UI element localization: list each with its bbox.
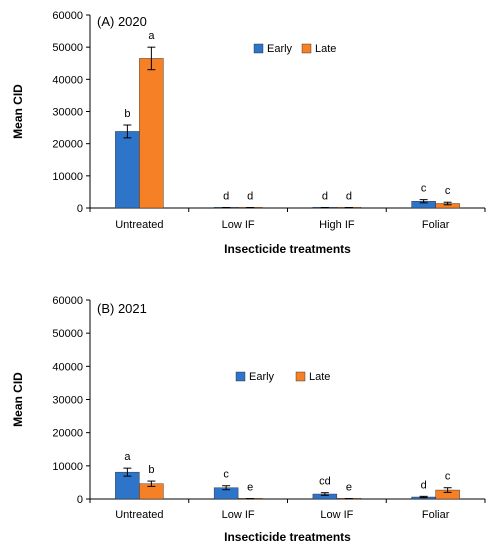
panel-b-y-tick-label: 50000 [52, 328, 83, 340]
panel-a-bar-late [139, 58, 164, 209]
panel-b-y-tick-label: 0 [77, 494, 83, 506]
panel-a-legend-swatch-late [301, 43, 312, 54]
panel-b-y-tick-label: 20000 [52, 428, 83, 440]
panel-b-category-label: Low IF [222, 509, 255, 521]
panel-a-category-label: High IF [319, 219, 355, 231]
panel-a-legend-label-early: Early [267, 43, 293, 55]
panel-b-legend-label-early: Early [249, 371, 275, 383]
panel-b-y-tick-label: 60000 [52, 295, 83, 307]
panel-b-legend-swatch-early [235, 371, 246, 382]
panel-b-significance-letter: a [124, 451, 131, 463]
panel-b-significance-letter: c [445, 471, 451, 483]
panel-b-category-label: Foliar [422, 509, 450, 521]
panel-a-significance-letter: a [148, 30, 155, 42]
panel-b-category-label: Low IF [320, 509, 353, 521]
panel-a-y-axis-title: Mean CID [11, 84, 25, 139]
panel-b-y-tick-label: 40000 [52, 361, 83, 373]
panel-b-significance-letter: e [247, 482, 253, 494]
panel-b-significance-letter: c [223, 469, 229, 481]
panel-a-significance-letter: d [247, 191, 253, 203]
panel-a-y-tick-label: 50000 [52, 42, 83, 54]
panel-a-legend-label-late: Late [315, 43, 336, 55]
panel-a-label: (A) 2020 [97, 14, 147, 29]
panel-b-legend-label-late: Late [309, 371, 330, 383]
panel-b-significance-letter: b [148, 464, 154, 476]
panel-a-significance-letter: d [322, 191, 328, 203]
panel-a-significance-letter: c [445, 185, 451, 197]
panel-b-significance-letter: e [346, 482, 352, 494]
panel-a-significance-letter: d [346, 191, 352, 203]
panel-a-x-axis-title: Insecticide treatments [224, 242, 351, 256]
panel-a-category-label: Foliar [422, 219, 450, 231]
panel-b-y-axis-title: Mean CID [11, 372, 25, 427]
panel-a-significance-letter: d [223, 191, 229, 203]
panel-a-significance-letter: c [421, 183, 427, 195]
panel-b-legend-swatch-late [295, 371, 306, 382]
panel-a-y-tick-label: 60000 [52, 10, 83, 22]
panel-b-y-tick-label: 10000 [52, 461, 83, 473]
panel-a-category-label: Low IF [222, 219, 255, 231]
panel-a-category-label: Untreated [115, 219, 163, 231]
panel-a-y-tick-label: 30000 [52, 107, 83, 119]
panel-a-y-tick-label: 0 [77, 203, 83, 215]
panel-b-category-label: Untreated [115, 509, 163, 521]
panel-a-significance-letter: b [124, 108, 130, 120]
panel-b-significance-letter: cd [319, 476, 331, 488]
panel-a-y-tick-label: 40000 [52, 74, 83, 86]
panel-a-legend-swatch-early [253, 43, 264, 54]
panel-a-bar-early [115, 131, 140, 209]
panel-b-significance-letter: d [421, 479, 427, 491]
panel-b-y-tick-label: 30000 [52, 395, 83, 407]
panel-b-x-axis-title: Insecticide treatments [224, 530, 351, 544]
panel-a-y-tick-label: 10000 [52, 171, 83, 183]
panel-b-label: (B) 2021 [97, 301, 147, 316]
panel-a-y-tick-label: 20000 [52, 139, 83, 151]
